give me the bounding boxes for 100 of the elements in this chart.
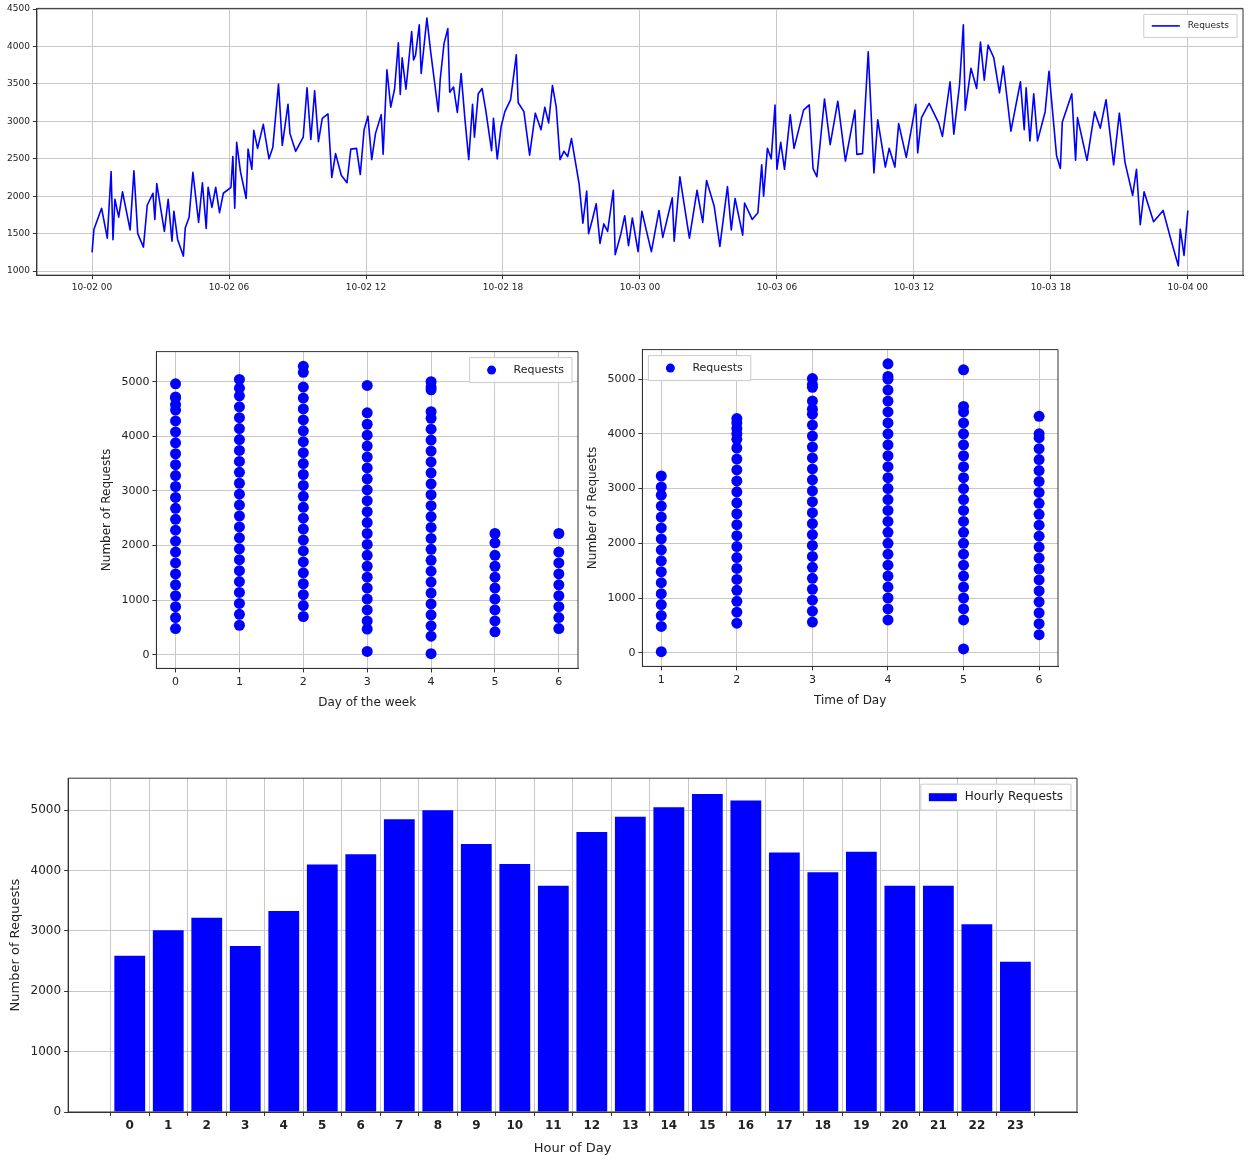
- bar: [499, 863, 531, 1112]
- y-tick-label: 4000: [121, 429, 150, 443]
- x-tick-label: 18: [814, 1118, 832, 1133]
- bar: [614, 816, 646, 1112]
- legend-label: Requests: [513, 362, 565, 376]
- x-tick-label: 11: [544, 1118, 562, 1133]
- x-tick-label: 6: [555, 674, 563, 688]
- x-tick-label: 16: [737, 1118, 755, 1133]
- bar: [768, 852, 800, 1112]
- y-tick-label: 0: [53, 1104, 62, 1119]
- x-tick-label: 20: [891, 1118, 909, 1133]
- y-tick-label: 4000: [7, 40, 31, 51]
- y-tick-label: 2000: [7, 190, 31, 201]
- y-tick-label: 3500: [7, 78, 31, 89]
- y-tick-label: 2000: [607, 536, 636, 550]
- bar: [884, 885, 916, 1112]
- x-tick-label: 1: [235, 674, 243, 688]
- y-tick-label: 1500: [7, 228, 31, 239]
- bar: [576, 831, 608, 1112]
- y-tick-label: 4000: [30, 862, 62, 877]
- x-tick-label: 17: [776, 1118, 793, 1133]
- x-tick-label: 5: [960, 672, 968, 686]
- x-tick-label: 10-03 06: [756, 281, 798, 292]
- x-tick-label: 3: [241, 1118, 250, 1133]
- y-tick-label: 5000: [121, 374, 150, 388]
- bar: [383, 819, 415, 1112]
- x-tick-label: 10-02 00: [71, 281, 113, 292]
- y-tick-label: 1000: [121, 592, 150, 606]
- x-axis-title: Hour of Day: [533, 1139, 612, 1155]
- bar: [999, 961, 1031, 1112]
- x-axis-title: Day of the week: [318, 694, 417, 709]
- bar: [345, 854, 377, 1112]
- y-tick-label: 0: [628, 645, 636, 659]
- y-tick-label: 5000: [607, 372, 636, 386]
- y-tick-label: 2000: [30, 983, 62, 998]
- x-tick-label: 7: [395, 1118, 404, 1133]
- x-tick-label: 4: [884, 672, 892, 686]
- bar: [460, 843, 492, 1112]
- y-tick-label: 2500: [7, 153, 31, 164]
- bar: [691, 793, 723, 1112]
- x-tick-label: 3: [363, 674, 371, 688]
- bar: [191, 917, 223, 1112]
- legend-label: Requests: [692, 360, 744, 374]
- x-tick-label: 8: [433, 1118, 442, 1133]
- y-tick-label: 3000: [121, 483, 150, 497]
- y-axis-title: Number of Requests: [99, 448, 114, 572]
- x-tick-label: 10-02 18: [482, 281, 524, 292]
- x-tick-label: 1: [164, 1118, 173, 1133]
- x-tick-label: 10-03 00: [619, 281, 661, 292]
- bar: [730, 800, 762, 1112]
- y-axis-title: Number of Requests: [7, 878, 23, 1012]
- legend-label: Requests: [1187, 20, 1230, 31]
- x-tick-label: 10-04 00: [1167, 281, 1209, 292]
- bar: [845, 851, 877, 1112]
- y-tick-label: 2000: [121, 538, 150, 552]
- x-tick-label: 4: [427, 674, 435, 688]
- y-tick-label: 4500: [7, 3, 31, 14]
- x-tick-label: 22: [968, 1118, 986, 1133]
- y-axis-title: Number of Requests: [585, 446, 600, 570]
- x-tick-label: 5: [491, 674, 499, 688]
- x-tick-label: 14: [660, 1118, 678, 1133]
- x-axis-title: Time of Day: [813, 692, 887, 707]
- x-tick-label: 4: [279, 1118, 288, 1133]
- bar: [922, 885, 954, 1112]
- bar: [653, 807, 685, 1112]
- x-tick-label: 3: [808, 672, 816, 686]
- bar: [114, 955, 146, 1112]
- bar: [268, 911, 300, 1112]
- bar: [961, 924, 993, 1112]
- x-tick-label: 10-02 12: [345, 281, 387, 292]
- y-tick-label: 3000: [607, 481, 636, 495]
- y-tick-label: 3000: [7, 115, 31, 126]
- x-tick-label: 0: [172, 674, 180, 688]
- x-tick-label: 10-03 12: [893, 281, 935, 292]
- x-tick-label: 1: [657, 672, 665, 686]
- x-tick-label: 12: [583, 1118, 601, 1133]
- bar: [152, 930, 184, 1112]
- bar: [422, 810, 454, 1112]
- y-tick-label: 1000: [607, 590, 636, 604]
- y-tick-label: 4000: [607, 426, 636, 440]
- y-tick-label: 5000: [30, 802, 62, 817]
- bar: [306, 864, 338, 1112]
- x-tick-label: 13: [621, 1118, 639, 1133]
- x-tick-label: 9: [472, 1118, 481, 1133]
- x-tick-label: 10-02 06: [208, 281, 250, 292]
- y-tick-label: 1000: [7, 265, 31, 276]
- y-tick-label: 1000: [30, 1043, 62, 1058]
- x-tick-label: 6: [1035, 672, 1043, 686]
- x-tick-label: 6: [356, 1118, 365, 1133]
- x-tick-label: 15: [698, 1118, 716, 1133]
- y-tick-label: 0: [142, 647, 150, 661]
- legend-label: Hourly Requests: [964, 789, 1064, 804]
- x-tick-label: 10: [506, 1118, 524, 1133]
- x-tick-label: 2: [299, 674, 307, 688]
- x-tick-label: 10-03 18: [1030, 281, 1072, 292]
- x-tick-label: 2: [202, 1118, 211, 1133]
- x-tick-label: 2: [733, 672, 741, 686]
- bar: [537, 885, 569, 1112]
- x-tick-label: 19: [853, 1118, 870, 1133]
- x-tick-label: 21: [930, 1118, 947, 1133]
